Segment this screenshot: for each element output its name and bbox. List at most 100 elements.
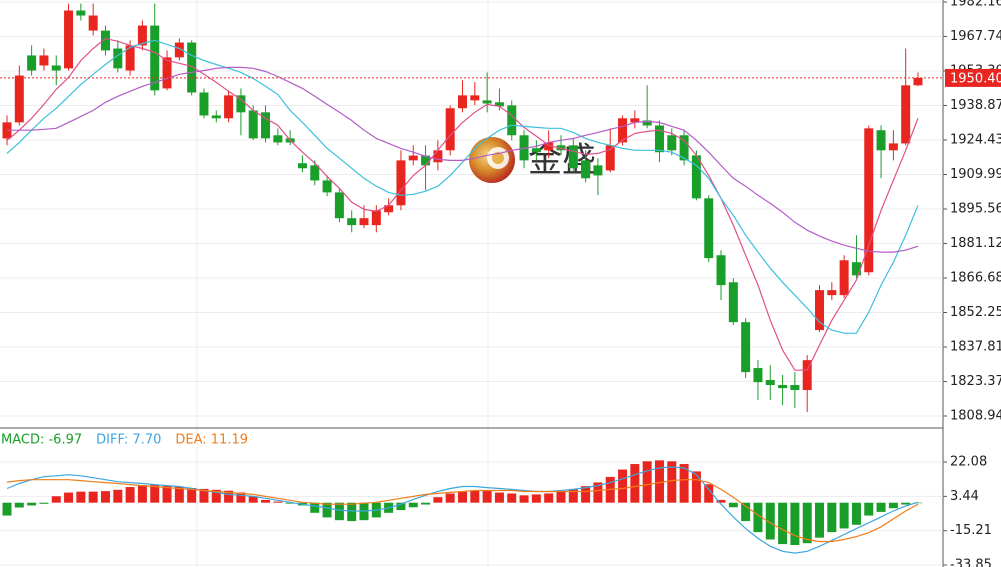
y-tick-label: 1866.68 (950, 271, 1001, 286)
candle-body (199, 92, 209, 116)
candle-body (248, 110, 258, 139)
candle-body (568, 145, 578, 169)
macd-bar (556, 491, 566, 503)
candle-body (384, 205, 394, 213)
macd-bar (728, 502, 738, 508)
macd-bar (236, 492, 246, 503)
candle-body (27, 55, 37, 71)
candle-body (679, 135, 689, 161)
y-tick-label: -33.85 (950, 558, 992, 567)
macd-bar (174, 486, 184, 503)
candle-body (100, 30, 110, 51)
candle-body (470, 95, 480, 101)
candle-body (618, 118, 628, 143)
macd-bar (76, 491, 86, 503)
candle-body (753, 368, 763, 383)
macd-bar (396, 502, 406, 511)
macd-bar (815, 502, 825, 538)
macd-bar (14, 502, 24, 508)
candle-body (396, 160, 406, 206)
candle-body (76, 10, 86, 16)
macd-bar (273, 501, 283, 503)
candle-body (113, 48, 123, 69)
macd-bar (482, 490, 492, 503)
macd-bar (531, 494, 541, 503)
candle-body (667, 135, 677, 151)
macd-bar (901, 502, 911, 505)
candle-body (544, 142, 554, 151)
macd-bar (642, 461, 652, 503)
macd-bar (704, 484, 714, 503)
candle-body (137, 25, 147, 46)
candle-body (494, 102, 504, 107)
macd-bar (494, 492, 504, 503)
macd-bar (778, 502, 788, 545)
candle-body (150, 25, 160, 91)
candle-body (901, 85, 911, 144)
y-tick-label: 1895.56 (950, 201, 1001, 216)
candle-body (88, 15, 98, 31)
macd-bar (125, 487, 135, 503)
candle-body (273, 135, 283, 143)
y-tick-label: 1938.87 (950, 98, 1001, 113)
y-tick-label: 22.08 (950, 455, 987, 470)
candle-body (654, 125, 664, 153)
candle-body (605, 145, 615, 171)
y-tick-label: 1852.25 (950, 305, 1001, 320)
candle-body (728, 282, 738, 323)
macd-bar (88, 491, 98, 503)
moving-average-line (7, 66, 919, 253)
y-tick-label: 1808.94 (950, 409, 1001, 424)
moving-average-line (6, 39, 919, 334)
macd-bar (100, 491, 110, 503)
candle-body (445, 108, 455, 151)
macd-bar (421, 502, 431, 505)
macd-bar (261, 499, 271, 503)
candle-body (14, 75, 24, 123)
candle-body (347, 218, 357, 226)
macd-bar (876, 502, 886, 512)
candle-body (765, 380, 775, 386)
macd-bar (39, 502, 49, 504)
logo-dot (492, 152, 504, 164)
candle-body (125, 45, 135, 71)
macd-bar (445, 493, 455, 503)
candle-body (482, 100, 492, 104)
macd-bar (150, 484, 160, 503)
macd-bar (827, 502, 837, 533)
candle-body (802, 360, 812, 391)
macd-bar (913, 502, 923, 504)
candle-body (691, 155, 701, 199)
candle-body (174, 42, 184, 58)
macd-bar (113, 489, 123, 503)
macd-bar (618, 469, 628, 503)
candle-body (236, 95, 246, 113)
candle-body (187, 42, 197, 93)
macd-bar (519, 495, 529, 503)
macd-bar (581, 486, 591, 503)
macd-bar (716, 499, 726, 503)
candle-body (211, 115, 221, 119)
macd-bar (162, 485, 172, 503)
candle-body (162, 57, 172, 89)
candle-body (913, 77, 923, 86)
macd-bar (27, 502, 37, 506)
macd-bar (753, 502, 763, 533)
macd-bar (790, 502, 800, 546)
macd-bar (347, 502, 357, 522)
legend-label: DIFF: 7.70 (96, 433, 161, 448)
macd-bar (322, 502, 332, 518)
macd-bar (864, 502, 874, 516)
candle-body (261, 112, 271, 139)
candle-body (408, 155, 418, 161)
candle-body (507, 105, 517, 136)
macd-bar (470, 490, 480, 503)
macd-bar (667, 461, 677, 503)
macd-bar (593, 482, 603, 503)
candle-body (827, 290, 837, 296)
candle-body (581, 160, 591, 179)
candle-body (815, 290, 825, 331)
macd-bar (741, 502, 751, 522)
